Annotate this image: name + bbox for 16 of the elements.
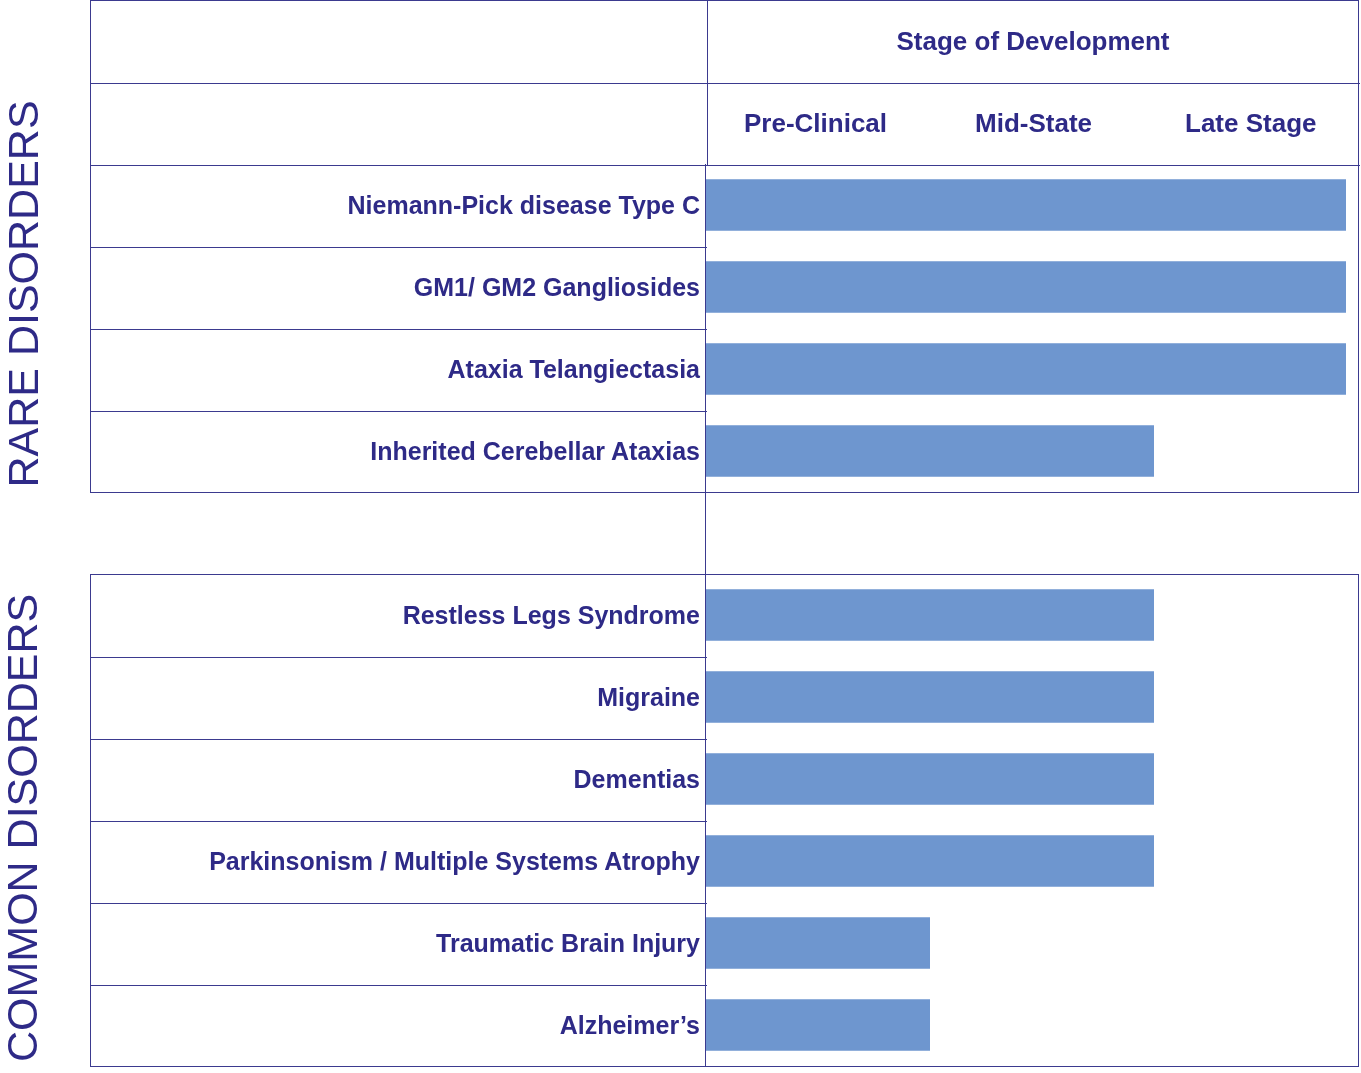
text: Late Stage [1185, 108, 1317, 138]
text: Mid-State [975, 108, 1092, 138]
text: COMMON DISORDERS [0, 593, 46, 1062]
y-tick-label: Alzheimer’s [559, 1010, 700, 1039]
y-tick-label: Niemann-Pick disease Type C [347, 190, 700, 219]
y-tick-label: GM1/ GM2 Gangliosides [413, 272, 700, 301]
y-tick-label: Inherited Cerebellar Ataxias [370, 436, 700, 465]
text: Pre-Clinical [744, 108, 888, 138]
y-tick-label: Dementias [573, 764, 700, 793]
text: RARE DISORDERS [0, 100, 47, 488]
chart-title: Stage of Development [896, 26, 1170, 57]
y-tick-label: Traumatic Brain Injury [436, 928, 701, 957]
y-tick-label: Migraine [597, 682, 701, 711]
y-tick-label: Restless Legs Syndrome [402, 600, 701, 629]
y-tick-label: Parkinsonism / Multiple Systems Atrophy [209, 846, 701, 875]
y-tick-label: Ataxia Telangiectasia [447, 354, 702, 383]
